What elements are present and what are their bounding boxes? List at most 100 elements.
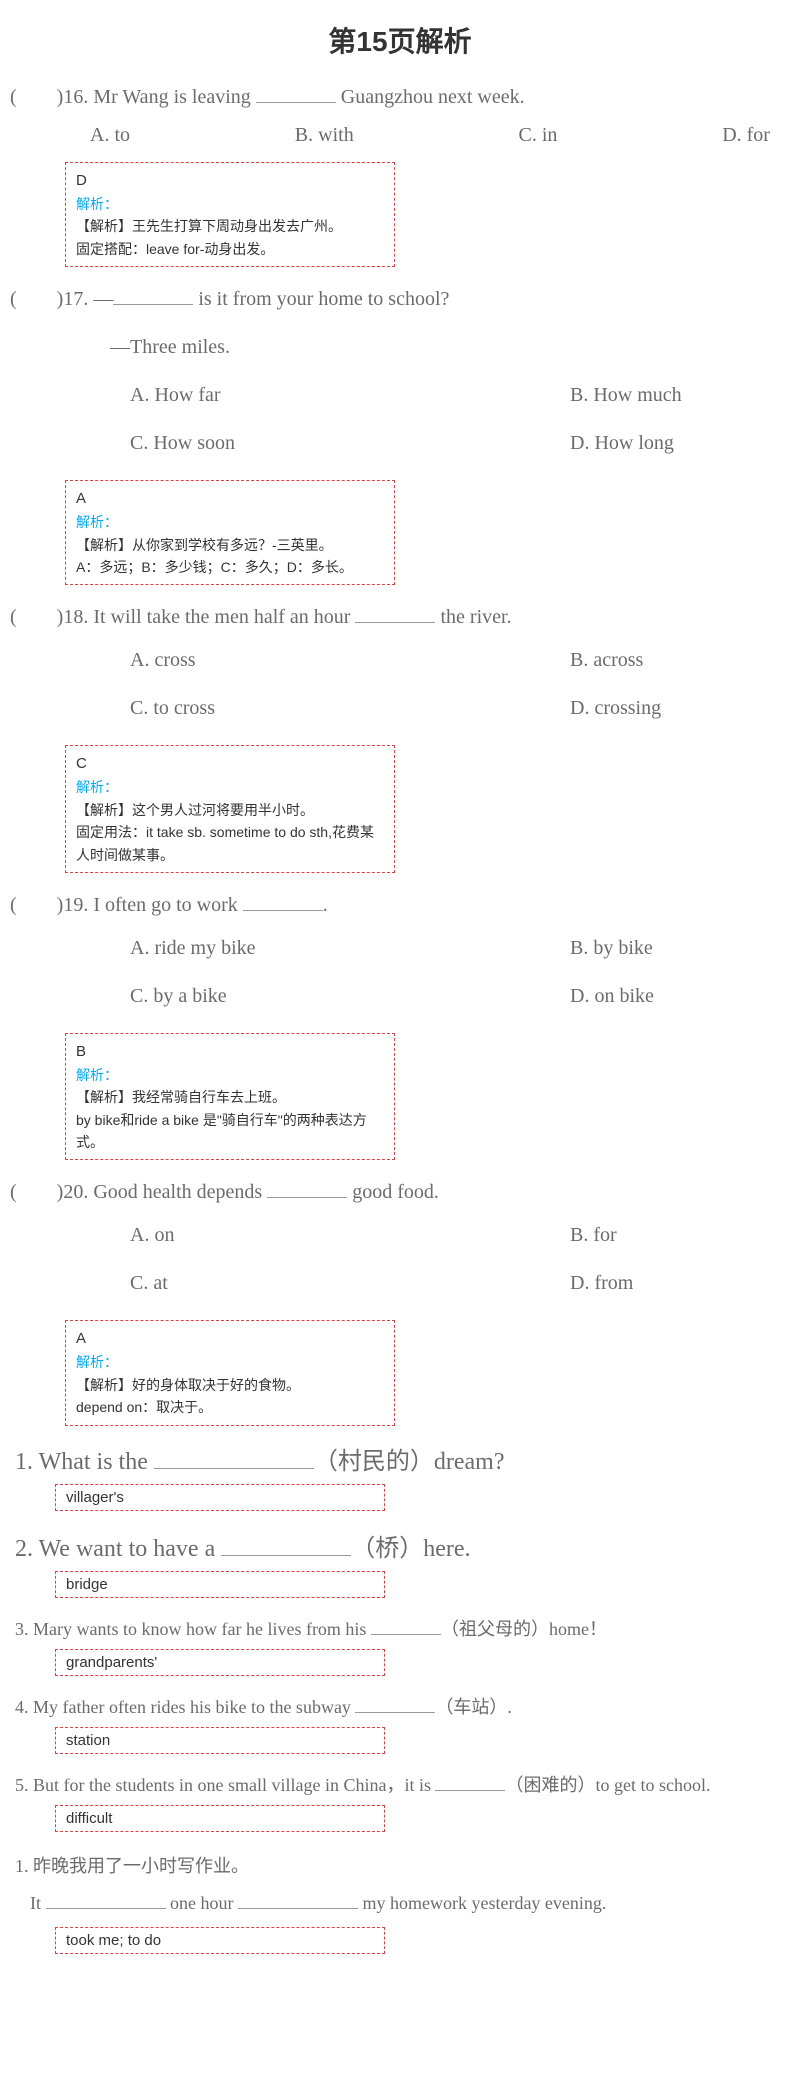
choices-row2: C. by a bike D. on bike — [10, 980, 790, 1028]
question-20: ( )20. Good health depends good food. A.… — [0, 1170, 800, 1425]
question-17: ( )17. — is it from your home to school?… — [0, 277, 800, 585]
choice-d: D. How long — [570, 432, 770, 455]
choice-a: A. How far — [130, 384, 221, 407]
choice-d: D. from — [570, 1272, 770, 1295]
t-mid: one hour — [166, 1893, 238, 1913]
fill-answer-2: bridge — [55, 1571, 385, 1598]
fill-pre: 3. Mary wants to know how far he lives f… — [15, 1619, 371, 1639]
choice-d: D. crossing — [570, 697, 770, 720]
q-num: 20 — [63, 1181, 83, 1203]
choice-a: A. cross — [130, 649, 196, 672]
page-title: 第15页解析 — [0, 0, 800, 75]
question-stem: ( )18. It will take the men half an hour… — [10, 595, 790, 644]
blank — [243, 891, 323, 911]
choice-a: A. ride my bike — [130, 937, 256, 960]
question-18: ( )18. It will take the men half an hour… — [0, 595, 800, 873]
answer-box: A 解析： 【解析】从你家到学校有多远？-三英里。 A：多远；B：多少钱；C：多… — [65, 480, 395, 585]
answer-text: 【解析】这个男人过河将要用半小时。 固定用法：it take sb. somet… — [76, 799, 384, 866]
blank — [221, 1532, 351, 1556]
blank — [46, 1891, 166, 1909]
blank — [267, 1178, 347, 1198]
answer-letter: B — [76, 1040, 384, 1064]
stem-post: the river. — [435, 606, 511, 628]
blank — [238, 1891, 358, 1909]
choice-a: A. to — [90, 124, 130, 147]
fill-pre: 2. We want to have a — [15, 1536, 221, 1562]
fill-q-3: 3. Mary wants to know how far he lives f… — [0, 1610, 800, 1646]
q-num: 19 — [63, 894, 83, 916]
answer-box: D 解析： 【解析】王先生打算下周动身出发去广州。 固定搭配：leave for… — [65, 162, 395, 267]
stem-post: Guangzhou next week. — [336, 86, 525, 108]
fill-answer-1: villager's — [55, 1484, 385, 1511]
fill-pre: 1. What is the — [15, 1449, 154, 1475]
answer-paren: ( ) — [10, 288, 63, 310]
t-pre: It — [30, 1893, 46, 1913]
answer-text: 【解析】王先生打算下周动身出发去广州。 固定搭配：leave for-动身出发。 — [76, 215, 384, 260]
stem-pre: . — — [83, 288, 113, 310]
blank — [355, 603, 435, 623]
response-line: —Three miles. — [10, 326, 790, 379]
fill-post: （祖父母的）home！ — [441, 1619, 607, 1639]
fill-post: （桥）here. — [351, 1536, 470, 1562]
answer-text: 【解析】我经常骑自行车去上班。 by bike和ride a bike 是"骑自… — [76, 1086, 384, 1153]
choice-b: B. for — [570, 1224, 770, 1247]
fill-post: （村民的）dream? — [314, 1449, 505, 1475]
answer-paren: ( ) — [10, 86, 63, 108]
answer-text: 【解析】好的身体取决于好的食物。 depend on：取决于。 — [76, 1374, 384, 1419]
answer-letter: A — [76, 1327, 384, 1351]
answer-paren: ( ) — [10, 606, 63, 628]
question-stem: ( )17. — is it from your home to school? — [10, 277, 790, 326]
fill-q-2: 2. We want to have a （桥）here. — [0, 1523, 800, 1568]
fill-pre: 4. My father often rides his bike to the… — [15, 1697, 355, 1717]
choice-c: C. at — [130, 1272, 168, 1295]
answer-letter: C — [76, 752, 384, 776]
answer-label: 解析： — [76, 776, 384, 798]
choices-row: A. to B. with C. in D. for — [10, 124, 790, 157]
stem-pre: . I often go to work — [83, 894, 242, 916]
translate-cn: 1. 昨晚我用了一小时写作业。 — [0, 1844, 800, 1886]
answer-paren: ( ) — [10, 1181, 63, 1203]
stem-post: good food. — [347, 1181, 439, 1203]
answer-text: 【解析】从你家到学校有多远？-三英里。 A：多远；B：多少钱；C：多久；D：多长… — [76, 534, 384, 579]
choices-row2: C. How soon D. How long — [10, 427, 790, 475]
q-num: 18 — [63, 606, 83, 628]
answer-letter: A — [76, 487, 384, 511]
q-num: 17 — [63, 288, 83, 310]
blank — [154, 1445, 314, 1469]
stem-pre: . Mr Wang is leaving — [83, 86, 255, 108]
stem-post: . — [323, 894, 328, 916]
question-19: ( )19. I often go to work . A. ride my b… — [0, 883, 800, 1161]
choices-row1: A. ride my bike B. by bike — [10, 932, 790, 980]
fill-q-5: 5. But for the students in one small vil… — [0, 1766, 800, 1802]
choice-c: C. by a bike — [130, 985, 227, 1008]
translate-answer: took me; to do — [55, 1927, 385, 1954]
answer-label: 解析： — [76, 193, 384, 215]
answer-label: 解析： — [76, 1351, 384, 1373]
choice-a: A. on — [130, 1224, 174, 1247]
choices-row2: C. at D. from — [10, 1267, 790, 1315]
translate-en: It one hour my homework yesterday evenin… — [0, 1886, 800, 1924]
choices-row1: A. How far B. How much — [10, 379, 790, 427]
choices-row1: A. cross B. across — [10, 644, 790, 692]
choice-b: B. How much — [570, 384, 770, 407]
question-stem: ( )20. Good health depends good food. — [10, 1170, 790, 1219]
fill-q-4: 4. My father often rides his bike to the… — [0, 1688, 800, 1724]
fill-q-1: 1. What is the （村民的）dream? — [0, 1436, 800, 1481]
choice-d: D. on bike — [570, 985, 770, 1008]
blank — [355, 1695, 435, 1713]
answer-label: 解析： — [76, 1064, 384, 1086]
fill-answer-5: difficult — [55, 1805, 385, 1832]
choice-c: C. How soon — [130, 432, 235, 455]
stem-pre: . It will take the men half an hour — [83, 606, 355, 628]
choices-row2: C. to cross D. crossing — [10, 692, 790, 740]
question-stem: ( )19. I often go to work . — [10, 883, 790, 932]
answer-box: B 解析： 【解析】我经常骑自行车去上班。 by bike和ride a bik… — [65, 1033, 395, 1161]
blank — [256, 83, 336, 103]
fill-post: （车站）. — [435, 1697, 512, 1717]
blank — [435, 1773, 505, 1791]
fill-post: （困难的）to get to school. — [505, 1775, 710, 1795]
question-stem: ( )16. Mr Wang is leaving Guangzhou next… — [10, 75, 790, 124]
choices-row1: A. on B. for — [10, 1219, 790, 1267]
stem-post: is it from your home to school? — [193, 288, 449, 310]
answer-paren: ( ) — [10, 894, 63, 916]
